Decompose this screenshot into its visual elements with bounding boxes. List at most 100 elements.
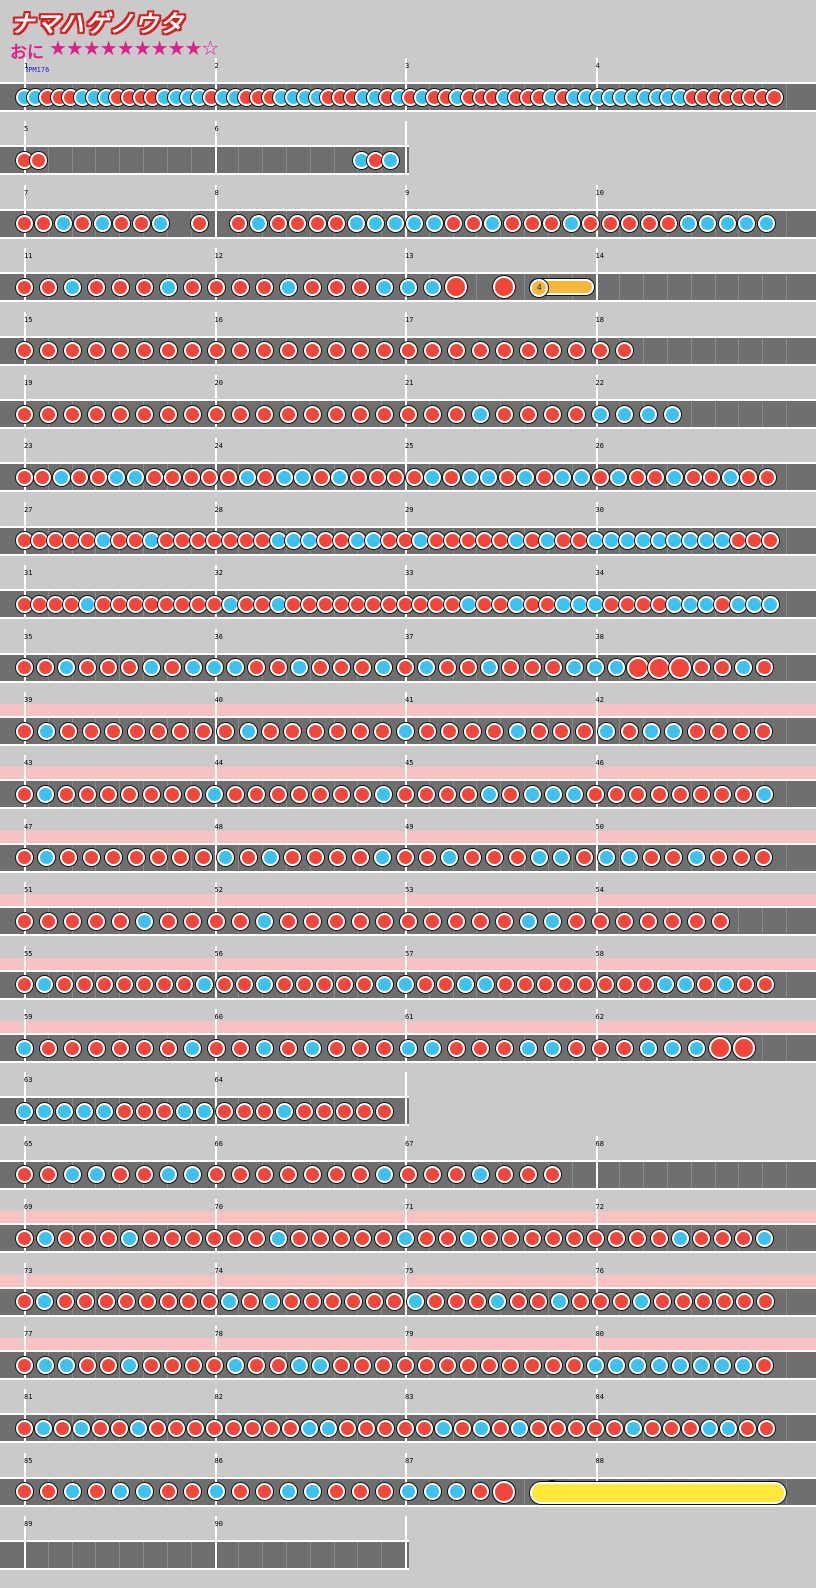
don-note [350, 468, 368, 486]
don-note [486, 849, 504, 867]
bar-line [214, 818, 217, 873]
don-note [175, 976, 193, 994]
ka-note [591, 405, 609, 423]
don-note [174, 595, 192, 613]
bar-line [595, 1199, 598, 1254]
bar-line [595, 184, 598, 239]
beat-line [619, 274, 621, 301]
don-note [79, 659, 96, 677]
measure-number: 75 [405, 1266, 414, 1275]
bar-line [214, 1326, 217, 1380]
don-note [183, 1483, 201, 1501]
don-note [227, 785, 245, 803]
ka-note [15, 1102, 33, 1120]
don-note [418, 722, 436, 740]
ka-note [374, 849, 392, 867]
ka-note [269, 532, 287, 550]
ka-note [108, 468, 126, 486]
beat-line [786, 1225, 787, 1252]
don-note [650, 785, 668, 803]
don-note [396, 532, 414, 550]
don-note [135, 1039, 153, 1057]
ka-note [36, 1356, 54, 1374]
don-note [715, 1293, 733, 1311]
beat-line [762, 337, 764, 364]
don-note [496, 976, 514, 994]
measure-number: 20 [214, 379, 223, 387]
don-note [100, 1356, 118, 1374]
chart-row: 31 32 33 34 [0, 565, 816, 637]
don-note [447, 912, 465, 930]
don-note [231, 278, 249, 296]
don-note [757, 976, 775, 994]
beat-line [619, 1161, 621, 1188]
don-note [262, 722, 280, 740]
ka-note [376, 976, 394, 994]
chart-row: 69 70 71 72 [0, 1199, 816, 1271]
measure-number: 5 [24, 125, 29, 134]
don-note [356, 976, 374, 994]
ka-note [441, 849, 459, 867]
bar-line [595, 1452, 598, 1507]
don-note [75, 976, 93, 994]
bar-line [405, 818, 407, 873]
don-note [15, 659, 33, 677]
don-note [498, 468, 516, 486]
measure-number: 84 [595, 1393, 604, 1402]
measure-number: 83 [405, 1393, 414, 1402]
don-note [284, 849, 302, 867]
bar-line [595, 1326, 598, 1380]
don-note [290, 1229, 308, 1247]
don-note [63, 595, 81, 613]
don-note [115, 976, 133, 994]
beat-line [524, 274, 526, 301]
don-note [509, 1293, 527, 1311]
don-note [207, 405, 225, 423]
beat-line [786, 527, 787, 554]
bar-line [595, 945, 598, 1000]
don-note [556, 976, 574, 994]
don-note [97, 1293, 115, 1311]
bar-line [24, 121, 26, 176]
don-note [591, 342, 609, 360]
don-note [364, 595, 382, 613]
don-note [471, 1039, 489, 1057]
ka-note [729, 595, 747, 613]
don-note [311, 659, 329, 677]
beat-line [333, 1098, 335, 1125]
don-note [227, 1229, 245, 1247]
bar-line [595, 1262, 598, 1317]
beat-line [166, 1415, 168, 1442]
don-note [519, 1166, 537, 1184]
don-note [316, 976, 334, 994]
don-note [142, 1356, 160, 1374]
don-note [441, 722, 459, 740]
don-note [15, 1356, 33, 1374]
don-note [375, 1039, 393, 1057]
ka-note [481, 785, 499, 803]
beat-line [524, 1478, 526, 1505]
don-note [167, 1419, 185, 1437]
don-note [491, 1419, 509, 1437]
don-note [491, 595, 509, 613]
ka-note [36, 1293, 54, 1311]
don-note [113, 215, 131, 233]
don-note [508, 849, 526, 867]
don-note [135, 405, 153, 423]
ka-note [57, 1356, 75, 1374]
beat-line [619, 844, 621, 871]
don-note [56, 1293, 74, 1311]
don-note [39, 405, 57, 423]
bar-line [405, 58, 407, 112]
bar-line [24, 501, 26, 556]
don-note [427, 1293, 445, 1311]
ka-note [279, 1483, 297, 1501]
don-note [612, 1293, 630, 1311]
measure-number: 36 [214, 632, 223, 641]
don-note [481, 1229, 499, 1247]
bar-line [24, 1326, 26, 1380]
don-note [239, 849, 257, 867]
bar-line [214, 1516, 217, 1571]
measure-number: 68 [595, 1139, 604, 1148]
bar-line [595, 248, 598, 303]
